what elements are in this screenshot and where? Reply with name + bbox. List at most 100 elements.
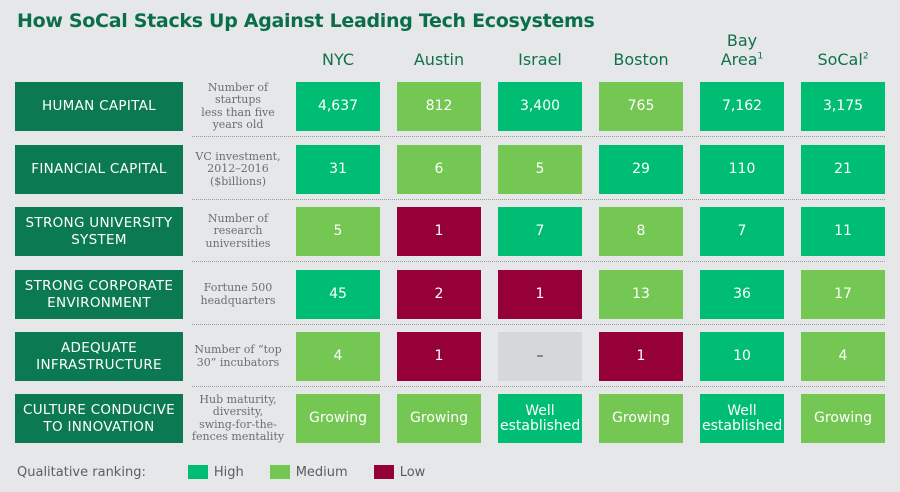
value-cell-medium: 13 [599,270,683,319]
metric-description-line: research [213,224,263,238]
metric-description: Number of “top 30” incubators [188,332,288,381]
metric-description-line: Fortune 500 [203,281,273,294]
value-cell-high: 110 [700,145,784,194]
cell-value: 3,400 [519,98,561,114]
cell-value: 5 [535,161,545,177]
legend-label-high: High [213,464,244,480]
metric-description-line: less than five [201,105,275,119]
cell-value: 765 [627,98,655,114]
factor-label-line: INFRASTRUCTURE [36,356,162,373]
legend-title: Qualitative ranking: [17,464,146,480]
cell-value: 2 [434,286,444,302]
value-cell-high: 4,637 [296,82,380,131]
value-cell-low: 1 [599,332,683,381]
column-header-text: NYC [321,50,355,69]
value-cell-high: 7 [498,207,582,256]
cell-value: 36 [733,286,751,302]
cell-value: 812 [425,98,453,114]
value-cell-low: 2 [397,270,481,319]
value-cell-medium: Growing [296,394,380,443]
value-cell-low: 1 [498,270,582,319]
legend-swatch-low [373,465,394,479]
cell-value: Growing [410,410,468,426]
column-header-label: Area1 [700,50,784,69]
value-cell-high: 29 [599,145,683,194]
metric-description: Fortune 500 headquarters [188,270,288,319]
value-cell-medium: 8 [599,207,683,256]
column-header-label: NYC [296,50,380,69]
cell-value: 3,175 [822,98,864,114]
footnote-marker: 2 [862,51,869,62]
factor-label-line: HUMAN CAPITAL [42,98,156,114]
row-separator [192,199,885,200]
column-header-label: Israel [498,50,582,69]
metric-description-line: ($billions) [209,174,267,188]
column-header-text: Boston [613,50,669,69]
cell-value: 110 [728,161,756,177]
metric-description-line: headquarters [200,293,276,307]
value-cell-high: 3,175 [801,82,885,131]
value-cell-high: 7 [700,207,784,256]
cell-value: Well established [500,402,581,434]
value-cell-high: 3,400 [498,82,582,131]
cell-value: Well established [702,402,783,434]
column-header: Austin [397,50,481,69]
cell-value: 1 [434,348,444,364]
metric-description-line: fences mentality [191,430,285,443]
legend-swatch-medium [269,465,290,479]
cell-value: 7 [737,223,747,239]
cell-value: – [536,348,544,364]
legend-label-low: Low [399,464,426,480]
value-cell-high: 21 [801,145,885,194]
column-header-label: Boston [599,50,683,69]
factor-label: FINANCIAL CAPITAL [15,145,183,194]
legend-item-medium: Medium [269,465,348,480]
column-header-line1: Bay [726,31,758,50]
metric-description-line: diversity, [212,405,264,418]
column-header-label: SoCal2 [801,50,885,69]
cell-value: 4 [838,348,848,364]
cell-value: 17 [834,286,852,302]
cell-value: 29 [632,161,650,177]
cell-value: 45 [329,286,347,302]
column-header-text: Area [720,50,758,69]
cell-value: Growing [309,410,367,426]
metric-description-line: VC investment, [195,149,281,163]
cell-value: 11 [834,223,852,239]
value-cell-high: Well established [498,394,582,443]
value-cell-medium: 5 [296,207,380,256]
value-cell-medium: 765 [599,82,683,131]
metric-description-line: Number of [207,80,269,94]
column-header: Israel [498,50,582,69]
cell-value: 7 [535,223,545,239]
metric-description-line: Number of [207,211,269,225]
factor-label-line: ENVIRONMENT [47,294,151,311]
factor-label-line: STRONG UNIVERSITY [25,214,173,231]
cell-value: 31 [329,161,347,177]
value-cell-high: Well established [700,394,784,443]
column-header: Bay Area1 [700,31,784,69]
row-separator [192,324,885,325]
column-header: SoCal2 [801,50,885,69]
factor-label: HUMAN CAPITAL [15,82,183,131]
factor-label: STRONG CORPORATE ENVIRONMENT [15,270,183,319]
value-cell-high: 7,162 [700,82,784,131]
value-cell-medium: 4 [801,332,885,381]
metric-description-line: swing-for-the- [199,417,277,431]
legend-item-high: High [187,464,244,480]
metric-description-line: Number of “top [194,343,282,356]
factor-label-line: STRONG CORPORATE [24,277,174,294]
cell-value: Growing [612,410,670,426]
factor-label-line: FINANCIAL CAPITAL [31,161,167,177]
cell-value: 8 [636,223,646,239]
value-cell-medium: 6 [397,145,481,194]
row-separator [192,136,885,137]
value-cell-medium: 5 [498,145,582,194]
factor-label-line: ADEQUATE [60,339,138,356]
cell-value: 1 [434,223,444,239]
cell-value: 7,162 [721,98,763,114]
metric-description-line: Hub maturity, [199,392,277,406]
legend: Qualitative ranking: High Medium Low [17,462,451,482]
metric-description: VC investment, 2012–2016 ($billions) [188,145,288,194]
chart-title: How SoCal Stacks Up Against Leading Tech… [17,10,595,32]
